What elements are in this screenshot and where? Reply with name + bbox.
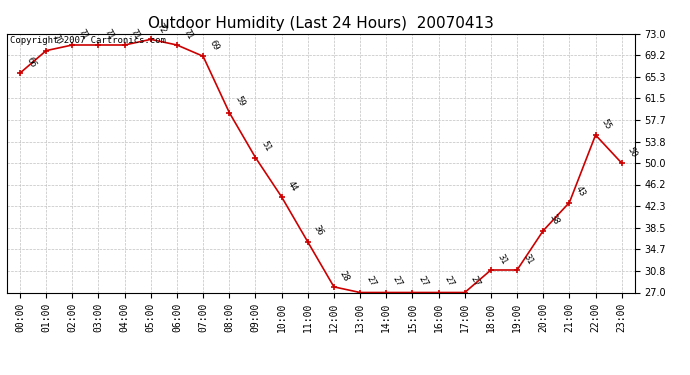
Text: 38: 38 — [547, 213, 560, 226]
Text: 71: 71 — [103, 27, 116, 41]
Text: 44: 44 — [286, 179, 299, 193]
Text: Copyright 2007 Cartronics.com: Copyright 2007 Cartronics.com — [10, 36, 166, 45]
Text: 31: 31 — [495, 252, 508, 266]
Text: 71: 71 — [77, 27, 90, 41]
Text: 27: 27 — [391, 274, 404, 288]
Text: 27: 27 — [469, 274, 482, 288]
Title: Outdoor Humidity (Last 24 Hours)  20070413: Outdoor Humidity (Last 24 Hours) 2007041… — [148, 16, 494, 31]
Text: 27: 27 — [417, 274, 430, 288]
Text: 51: 51 — [259, 140, 273, 153]
Text: 27: 27 — [443, 274, 456, 288]
Text: 27: 27 — [364, 274, 377, 288]
Text: 66: 66 — [24, 55, 37, 69]
Text: 36: 36 — [312, 224, 325, 238]
Text: 28: 28 — [338, 269, 351, 283]
Text: 31: 31 — [521, 252, 534, 266]
Text: 72: 72 — [155, 21, 168, 35]
Text: 55: 55 — [600, 117, 613, 131]
Text: 69: 69 — [207, 38, 220, 52]
Text: 59: 59 — [233, 95, 246, 108]
Text: 71: 71 — [129, 27, 142, 41]
Text: 70: 70 — [50, 33, 63, 46]
Text: 71: 71 — [181, 27, 194, 41]
Text: 43: 43 — [573, 184, 586, 198]
Text: 50: 50 — [626, 146, 639, 159]
